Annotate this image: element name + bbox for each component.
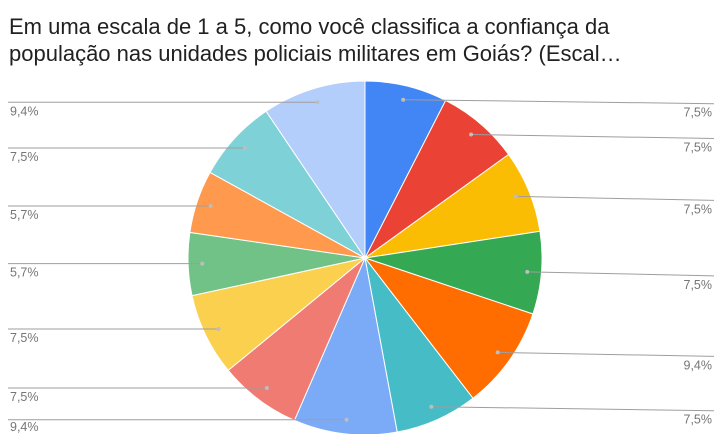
data-label: 7,5% — [10, 150, 39, 164]
leader-dot — [525, 269, 530, 274]
data-label: 9,4% — [10, 104, 39, 118]
data-label: 9,4% — [10, 420, 39, 434]
leader-dot — [469, 132, 474, 137]
leader-dot — [242, 146, 247, 151]
leader-dot — [216, 326, 221, 331]
leader-line — [527, 271, 715, 277]
data-label: 7,5% — [684, 413, 713, 427]
leader-line — [471, 133, 715, 139]
leader-dot — [200, 261, 205, 266]
leader-line — [403, 99, 715, 105]
leader-line — [515, 195, 715, 201]
leader-dot — [344, 417, 349, 422]
data-label: 7,5% — [684, 278, 713, 292]
data-label: 5,7% — [10, 266, 39, 280]
leader-line — [431, 406, 715, 412]
leader-dot — [401, 97, 406, 102]
data-label: 7,5% — [10, 331, 39, 345]
leader-dot — [495, 350, 500, 355]
leader-dot — [429, 404, 434, 409]
data-label: 7,5% — [684, 202, 713, 216]
chart-title: população nas unidades policiais militar… — [9, 41, 622, 66]
leader-line — [497, 351, 715, 357]
leader-dot — [264, 385, 269, 390]
leader-dot — [208, 204, 213, 209]
chart-title: Em uma escala de 1 a 5, como você classi… — [9, 14, 610, 39]
data-label: 7,5% — [684, 106, 713, 120]
data-label: 7,5% — [10, 390, 39, 404]
data-label: 7,5% — [684, 140, 713, 154]
data-label: 5,7% — [10, 208, 39, 222]
leader-dot — [513, 194, 518, 199]
leader-dot — [315, 100, 320, 105]
pie-slice — [265, 80, 366, 260]
data-label: 9,4% — [684, 358, 713, 372]
pie-slice — [363, 257, 534, 399]
